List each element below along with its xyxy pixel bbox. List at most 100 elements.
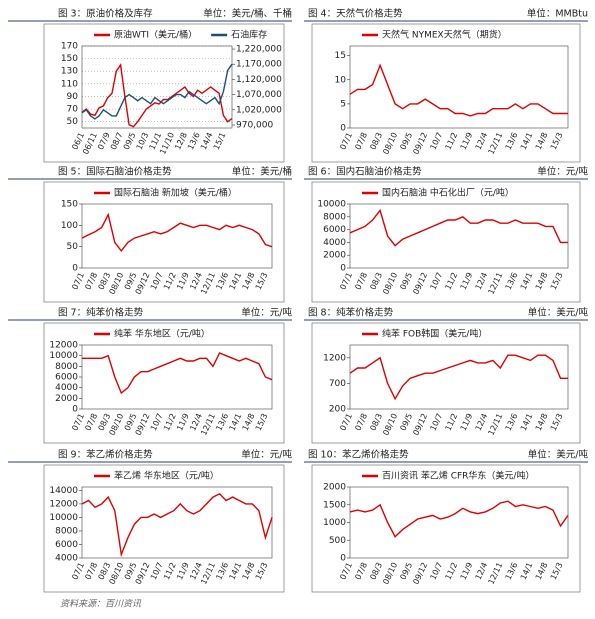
y-tick-label: 14000 <box>49 486 78 496</box>
x-tick-label: 08/3 <box>368 561 384 581</box>
x-tick-label: 12/4 <box>474 561 490 581</box>
y-tick-label: 10000 <box>317 200 346 210</box>
y-tick-label: 6000 <box>55 540 78 550</box>
x-tick-label: 08/10 <box>381 412 399 437</box>
y-tick-label: 70 <box>67 105 79 115</box>
x-tick-label: 09/12 <box>411 131 429 156</box>
x-tick-label: 14/8 <box>534 131 550 151</box>
y-tick-label: 1200 <box>323 353 346 363</box>
y-tick-label: 0 <box>340 264 346 274</box>
x-tick-label: 14/1 <box>519 271 535 291</box>
chart-frame <box>311 23 581 163</box>
y-tick-label: 6000 <box>55 373 78 383</box>
series-line <box>349 500 569 538</box>
y-tick-label: 150 <box>61 200 78 210</box>
chart-frame <box>43 464 285 593</box>
x-tick-label: 12/11 <box>487 131 505 156</box>
x-tick-label: 14/1 <box>519 561 535 581</box>
x-tick-label: 12/4 <box>474 131 490 151</box>
figure-caption: 图 4：天然气价格走势 <box>308 8 403 20</box>
x-tick-label: 11/9 <box>459 561 475 581</box>
x-tick-label: 07/8 <box>353 561 369 581</box>
legend-label: 石油库存 <box>231 29 267 41</box>
x-tick-label: 07/1 <box>338 131 354 151</box>
x-tick-label: 13/6 <box>504 131 520 151</box>
x-tick-label: 14/8 <box>534 271 550 291</box>
x-tick-label: 11/9 <box>459 271 475 291</box>
x-tick-label: 09/5 <box>398 271 414 291</box>
legend-label: 百川资讯 苯乙烯 CFR华东（美元/吨） <box>382 470 534 482</box>
x-tick-label: 11/9 <box>459 412 475 432</box>
y-tick-label: 1000 <box>323 518 346 528</box>
y-tick-label: 8000 <box>55 526 78 536</box>
series-line <box>81 492 273 558</box>
series-line <box>349 354 568 401</box>
y-tick-label: 2000 <box>323 483 346 493</box>
x-tick-label: 14/1 <box>519 131 535 151</box>
figure-unit: 单位：美元/吨 <box>528 449 589 461</box>
x-tick-label: 14/8 <box>534 412 550 432</box>
y-tick-label: 12000 <box>49 499 78 509</box>
x-tick-label: 11/2 <box>444 271 460 291</box>
y-tick-label: 700 <box>329 379 346 389</box>
y2-tick-label: 970,000 <box>236 120 273 130</box>
x-tick-label: 15/3 <box>549 412 565 432</box>
x-tick-label: 12/11 <box>487 412 505 437</box>
x-tick-label: 15/3 <box>549 271 565 291</box>
legend-label: 国内石脑油 中石化出厂（元/吨） <box>382 187 514 199</box>
figure-caption: 图 6：国内石脑油价格走势 <box>308 166 422 178</box>
x-tick-label: 09/12 <box>411 412 429 437</box>
y-tick-label: 6000 <box>323 225 346 235</box>
x-tick-label: 10/7 <box>429 271 445 291</box>
y2-tick-label: 1,020,000 <box>236 105 282 115</box>
x-tick-label: 07/1 <box>338 561 354 581</box>
chart-frame <box>43 23 285 163</box>
x-tick-label: 10/7 <box>429 131 445 151</box>
x-tick-label: 15/3 <box>254 271 270 291</box>
y-tick-label: 5 <box>340 99 346 109</box>
y-tick-label: 4000 <box>323 238 346 248</box>
y-tick-label: 200 <box>329 405 346 415</box>
x-tick-label: 15/1 <box>212 131 228 151</box>
y-tick-label: 50 <box>67 242 79 252</box>
y2-tick-label: 1,220,000 <box>236 45 282 55</box>
y-tick-label: 8000 <box>323 212 346 222</box>
x-tick-label: 14/8 <box>534 561 550 581</box>
x-tick-label: 13/6 <box>504 412 520 432</box>
x-tick-label: 10/7 <box>429 412 445 432</box>
chart-frame <box>43 322 285 444</box>
x-tick-label: 08/3 <box>368 271 384 291</box>
series-line <box>82 352 273 395</box>
y-tick-label: 10000 <box>49 351 78 361</box>
series-line <box>81 212 273 253</box>
x-tick-label: 07/1 <box>338 412 354 432</box>
legend-label: 国际石脑油 新加坡（美元/桶） <box>114 187 237 199</box>
x-tick-label: 08/3 <box>368 131 384 151</box>
legend-label: 天然气 NYMEX天然气（期货） <box>382 29 507 41</box>
figure-unit: 单位：美元/吨 <box>528 307 589 319</box>
figure-caption: 图 8：纯苯价格走势 <box>308 307 394 319</box>
chart-frame <box>43 181 285 303</box>
figure-unit: 单位：MMBtu <box>527 8 588 20</box>
y-tick-label: 15 <box>335 51 346 61</box>
figure-unit: 单位：美元/桶、千桶 <box>203 8 292 20</box>
x-tick-label: 12/4 <box>474 412 490 432</box>
y-tick-label: 8000 <box>55 362 78 372</box>
y-tick-label: 170 <box>61 42 78 52</box>
x-tick-label: 09/5 <box>398 131 414 151</box>
plot-area <box>81 45 233 129</box>
y-tick-label: 50 <box>67 117 79 127</box>
y-tick-label: 10 <box>335 75 347 85</box>
x-tick-label: 09/5 <box>398 412 414 432</box>
chart-frame <box>311 322 581 444</box>
x-tick-label: 11/2 <box>444 412 460 432</box>
x-tick-label: 07/8 <box>353 412 369 432</box>
x-tick-label: 12/11 <box>487 561 505 586</box>
legend-label: 原油WTI（美元/桶） <box>114 29 197 41</box>
x-tick-label: 10/7 <box>429 561 445 581</box>
x-tick-label: 07/1 <box>338 271 354 291</box>
y-tick-label: 2000 <box>323 251 346 261</box>
x-tick-label: 09/5 <box>398 561 414 581</box>
